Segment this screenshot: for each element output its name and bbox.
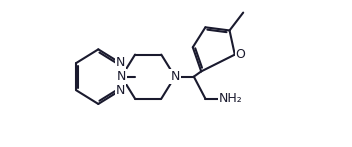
Text: N: N	[116, 84, 125, 97]
Text: N: N	[116, 56, 125, 70]
Text: O: O	[236, 48, 246, 61]
Text: NH₂: NH₂	[219, 92, 243, 105]
Text: N: N	[117, 70, 126, 83]
Text: N: N	[170, 70, 180, 83]
